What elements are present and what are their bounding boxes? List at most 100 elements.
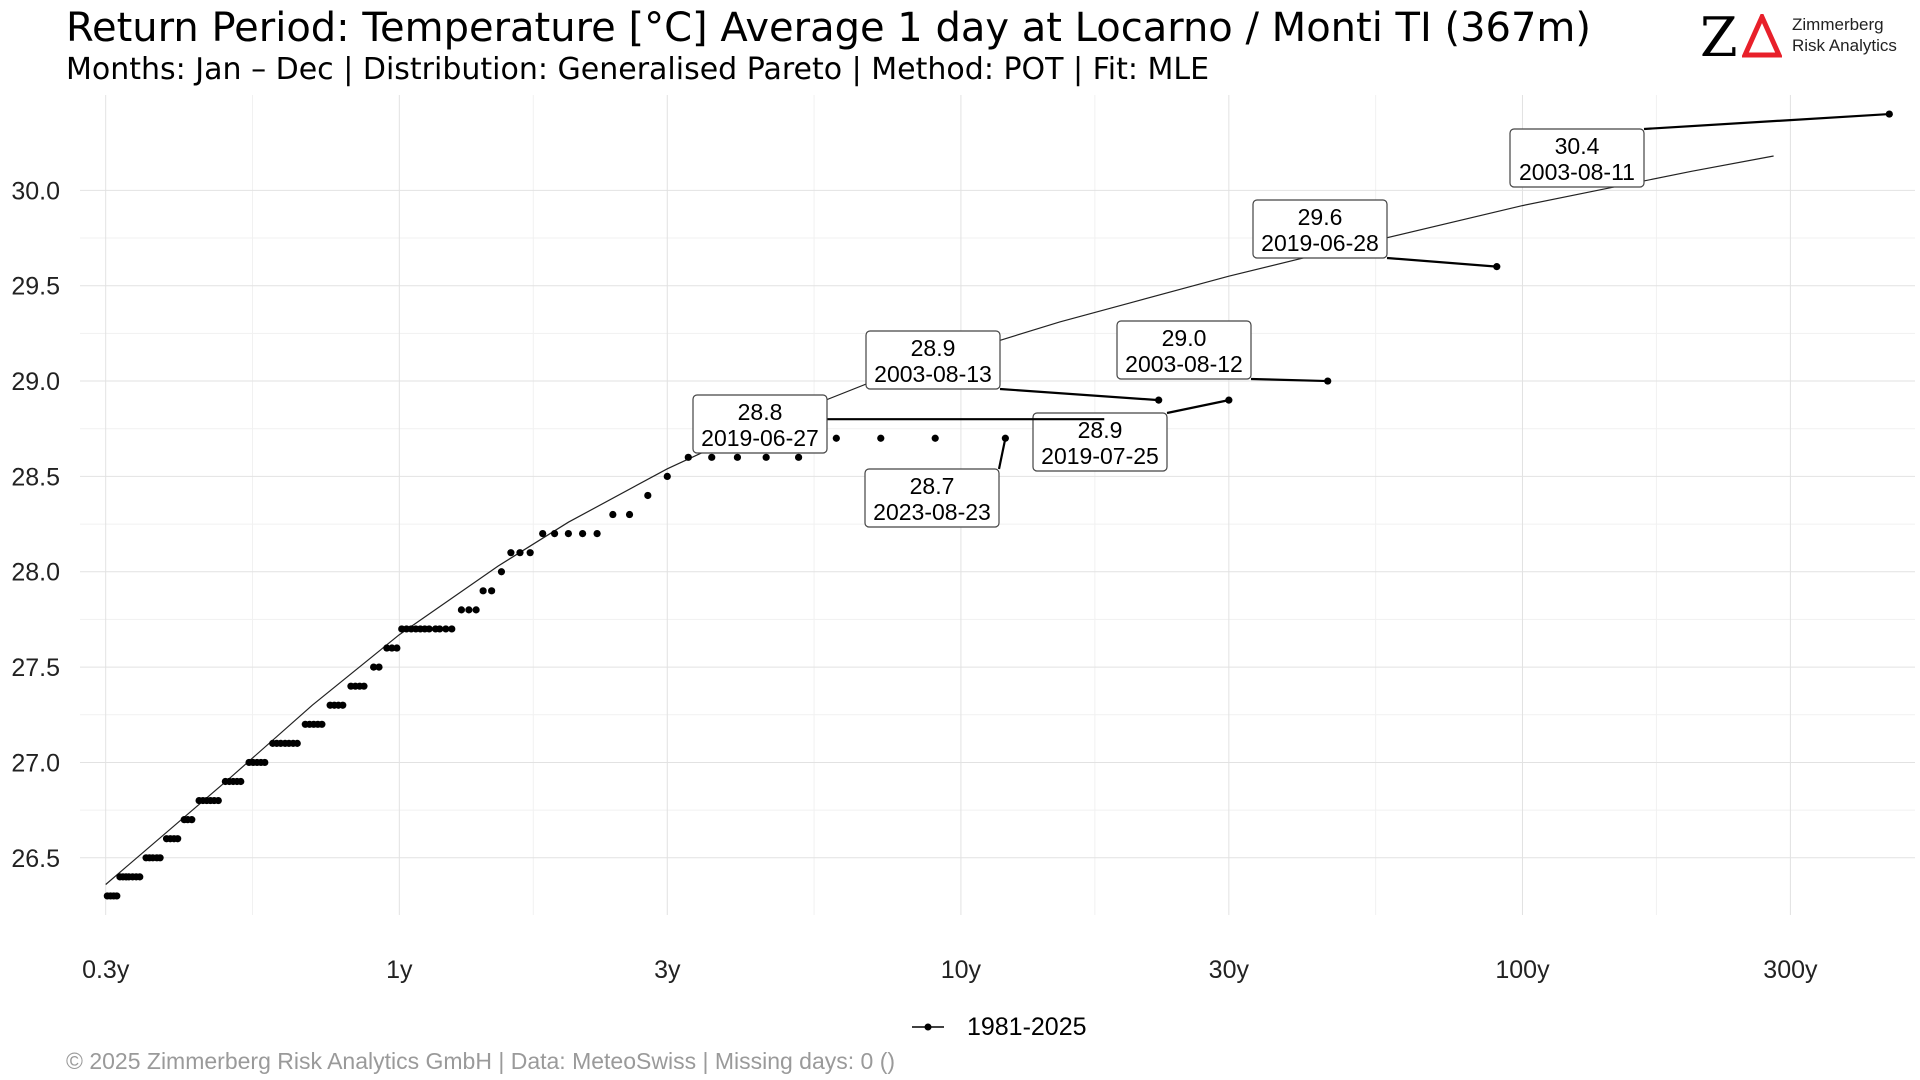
- data-point: [644, 491, 652, 500]
- data-point: [516, 549, 524, 557]
- data-point: [136, 873, 144, 881]
- data-point: [479, 587, 487, 595]
- data-point: [188, 816, 196, 824]
- data-point: [762, 453, 770, 461]
- x-tick-label: 3y: [654, 956, 681, 984]
- data-point: [564, 530, 572, 538]
- data-point: [526, 549, 534, 557]
- data-point: [360, 682, 368, 690]
- data-point: [214, 796, 222, 805]
- x-tick-label: 300y: [1763, 956, 1818, 984]
- x-axis: 0.3y 1y 3y 10y 30y 100y 300y: [82, 956, 1818, 984]
- data-point: [436, 625, 444, 633]
- annotation-date: 2019-06-28: [1261, 230, 1379, 256]
- y-tick-label: 30.0: [11, 177, 60, 205]
- annotation-leader: [997, 438, 1007, 470]
- data-point: [448, 625, 456, 633]
- x-tick-label: 0.3y: [82, 956, 130, 984]
- data-point: [625, 510, 634, 519]
- data-point: [539, 530, 547, 538]
- data-point: [113, 892, 121, 900]
- annotation-leader: [1250, 377, 1328, 383]
- data-point: [293, 739, 301, 747]
- data-point: [174, 835, 182, 843]
- legend-label: 1981-2025: [966, 1012, 1087, 1041]
- data-point: [318, 720, 326, 728]
- data-point: [442, 625, 450, 633]
- y-tick-label: 29.0: [11, 368, 60, 396]
- return-period-plot: 30.42003-08-1129.62019-06-2829.02003-08-…: [11, 95, 1915, 984]
- annotation-date: 2019-07-25: [1041, 443, 1159, 469]
- annotation-box: [1116, 320, 1252, 380]
- y-tick-label: 29.5: [11, 273, 60, 301]
- data-point: [733, 453, 742, 461]
- data-point: [684, 453, 692, 461]
- chart-subtitle: Months: Jan – Dec | Distribution: Genera…: [66, 52, 1210, 87]
- annotation-date: 2003-08-12: [1125, 351, 1243, 377]
- y-tick-label: 28.0: [11, 559, 60, 587]
- annotation-leader: [1386, 256, 1497, 268]
- annotation-date: 2003-08-13: [874, 361, 992, 387]
- data-point: [388, 644, 396, 652]
- data-point: [465, 606, 473, 614]
- annotation-value: 29.6: [1298, 204, 1343, 230]
- annotation-leader: [1166, 399, 1230, 415]
- footer-credits: © 2025 Zimmerberg Risk Analytics GmbH | …: [66, 1048, 896, 1074]
- chart-title: Return Period: Temperature [°C] Average …: [66, 5, 1591, 51]
- data-point: [339, 701, 347, 709]
- company-logo: Z Zimmerberg Risk Analytics: [1700, 8, 1900, 68]
- data-point: [578, 530, 587, 538]
- x-tick-label: 100y: [1495, 956, 1550, 984]
- data-point: [472, 606, 480, 614]
- data-point: [708, 453, 716, 461]
- annotation-box: [692, 394, 828, 454]
- data-point: [931, 434, 939, 442]
- data-point: [832, 434, 840, 442]
- data-point: [156, 854, 164, 862]
- x-tick-label: 10y: [941, 956, 982, 984]
- data-point: [261, 758, 269, 767]
- annotation-box: [864, 468, 1000, 528]
- legend-key-icon: [912, 1023, 944, 1031]
- annotation-date: 2019-06-27: [701, 425, 819, 451]
- y-tick-label: 28.5: [11, 463, 60, 491]
- data-point: [425, 625, 433, 633]
- legend: 1981-2025: [908, 1012, 1087, 1048]
- data-point: [237, 777, 245, 786]
- data-point: [877, 434, 885, 442]
- logo-z-letter: Z: [1700, 6, 1738, 69]
- annotation-date: 2003-08-11: [1519, 159, 1635, 185]
- data-point: [663, 472, 671, 480]
- annotation-box: [1032, 412, 1168, 472]
- annotation-value: 29.0: [1162, 325, 1207, 351]
- annotation-value: 30.4: [1555, 133, 1600, 159]
- annotation-box: [1252, 199, 1388, 259]
- logo-text: Zimmerberg Risk Analytics: [1792, 14, 1897, 56]
- annotation-value: 28.7: [910, 473, 955, 499]
- x-tick-label: 30y: [1209, 956, 1250, 984]
- data-point: [488, 587, 496, 595]
- point-annotations: 30.42003-08-1129.62019-06-2829.02003-08-…: [692, 112, 1890, 528]
- data-point: [393, 644, 401, 652]
- data-point: [609, 510, 617, 519]
- data-point: [457, 606, 466, 614]
- annotation-value: 28.9: [1078, 417, 1123, 443]
- data-point: [593, 530, 601, 538]
- data-point: [794, 453, 803, 461]
- annotation-value: 28.8: [738, 399, 783, 425]
- y-tick-label: 27.0: [11, 749, 60, 777]
- x-tick-label: 1y: [386, 956, 413, 984]
- y-axis: 26.5 27.0 27.5 28.0 28.5 29.0 29.5 30.0: [11, 177, 60, 872]
- data-points: [103, 110, 1893, 900]
- y-tick-label: 27.5: [11, 654, 60, 682]
- data-point: [383, 644, 391, 652]
- data-point: [550, 530, 559, 538]
- logo-line-2: Risk Analytics: [1792, 36, 1897, 55]
- annotation-value: 28.9: [911, 335, 956, 361]
- annotation-leader: [1643, 112, 1890, 131]
- annotation-box: [865, 330, 1001, 390]
- data-point: [370, 663, 378, 671]
- logo-delta-icon: [1742, 14, 1782, 58]
- annotation-leader: [999, 387, 1159, 402]
- data-point: [497, 568, 506, 576]
